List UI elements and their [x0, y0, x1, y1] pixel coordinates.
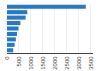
svg-text:1500: 1500	[40, 56, 46, 70]
svg-text:3500: 3500	[88, 56, 94, 70]
svg-text:3000: 3000	[76, 56, 82, 70]
svg-text:500: 500	[16, 56, 22, 67]
svg-text:0: 0	[4, 56, 10, 60]
svg-text:2000: 2000	[52, 56, 58, 70]
svg-text:2500: 2500	[64, 56, 70, 70]
svg-text:1000: 1000	[28, 56, 34, 70]
